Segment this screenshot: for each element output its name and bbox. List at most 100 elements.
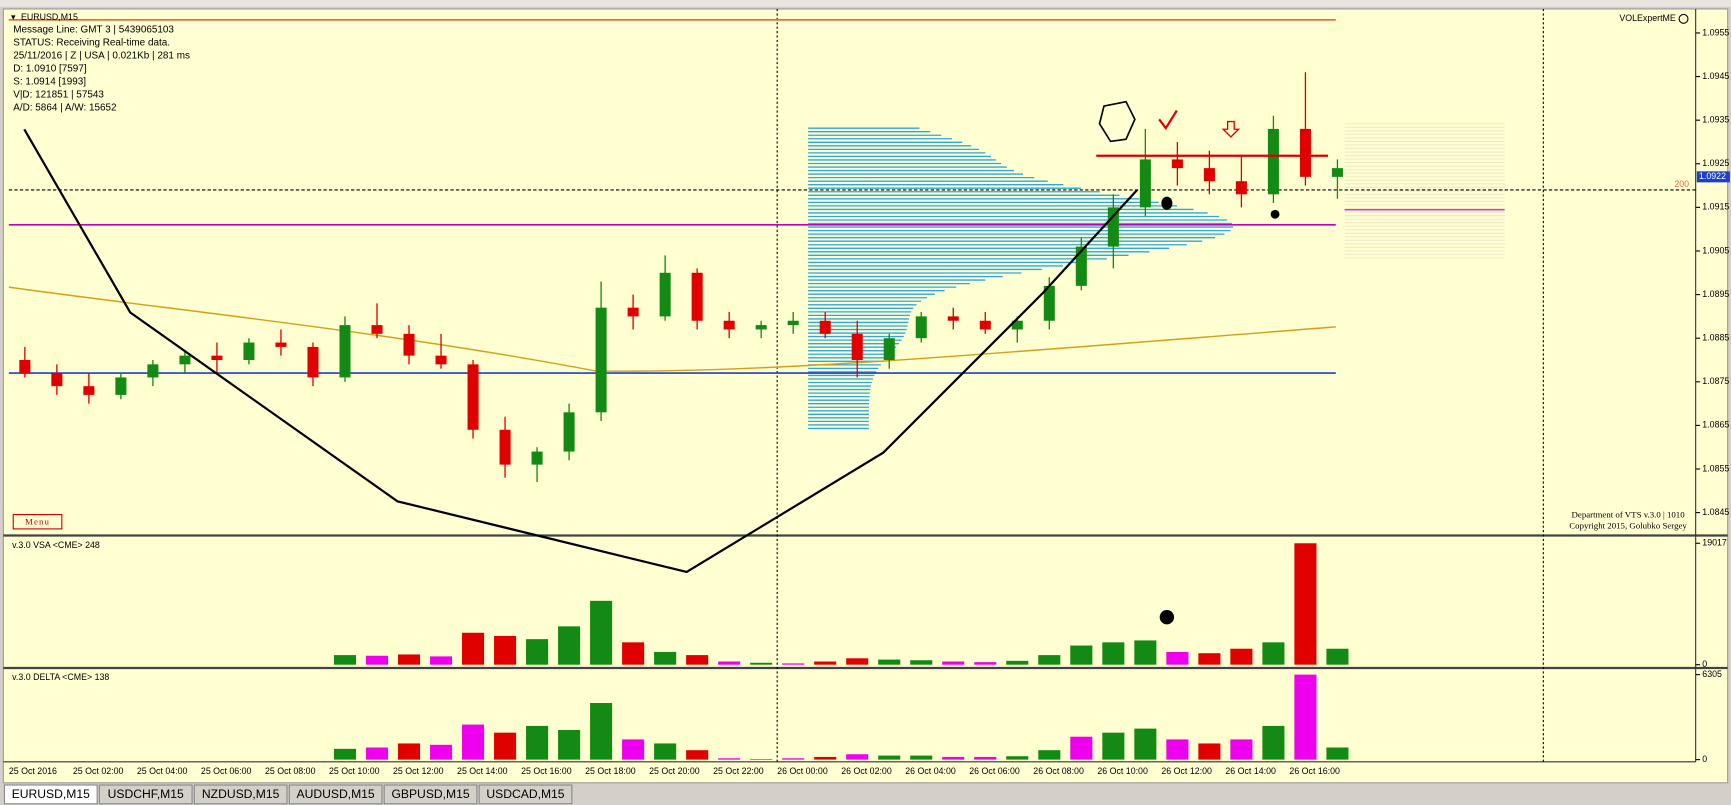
volume-bar	[814, 661, 837, 665]
volume-bar	[365, 747, 389, 760]
volume-bar	[1166, 739, 1189, 760]
tab-label[interactable]: AUDUSD,M15	[297, 787, 375, 801]
volume-bar	[718, 661, 741, 665]
x-tick-label: 26 Oct 04:00	[905, 766, 956, 776]
volume-bar	[590, 703, 613, 760]
volume-bar	[750, 758, 773, 760]
volume-bar	[1262, 725, 1285, 760]
current-price-label: 1.0922	[1699, 171, 1726, 181]
x-tick-label: 25 Oct 14:00	[457, 766, 508, 776]
volume-bar	[1326, 648, 1349, 665]
candle-body	[1267, 128, 1279, 195]
candle-body	[563, 412, 575, 452]
volume-bar	[1134, 640, 1157, 665]
x-tick-label: 26 Oct 08:00	[1033, 766, 1084, 776]
candle-body	[115, 377, 127, 395]
tab[interactable]	[98, 784, 193, 805]
candle-body	[787, 320, 799, 326]
volume-bar	[846, 754, 869, 760]
y-tick-label: 1.0875	[1702, 376, 1729, 386]
x-tick-label: 26 Oct 00:00	[777, 766, 828, 776]
candle-body	[1139, 159, 1151, 208]
volume-bar	[1198, 653, 1221, 665]
volume-bar	[558, 729, 581, 760]
x-tick-label: 25 Oct 04:00	[137, 766, 188, 776]
candle-body	[915, 316, 927, 339]
x-tick-label: 26 Oct 10:00	[1097, 766, 1148, 776]
credit-line: Department of VTS v.3.0 | 1010	[1572, 510, 1686, 520]
x-tick-label: 25 Oct 2016	[9, 766, 57, 776]
y-tick-label: 6305	[1702, 669, 1722, 679]
y-tick-label: 1.0865	[1702, 420, 1729, 430]
info-line: V|D: 121851 | 57543	[13, 90, 104, 101]
volume-bar	[1166, 651, 1189, 665]
tab-label[interactable]: USDCAD,M15	[486, 787, 564, 801]
indicator-name: VOLExpertME	[1619, 13, 1676, 23]
toolbar	[0, 0, 1731, 7]
y-tick-label: 1.0915	[1702, 202, 1729, 212]
volume-bar	[654, 743, 677, 760]
volume-bar	[1038, 750, 1061, 760]
plot-marks	[8, 19, 1696, 760]
y-tick-label: 1.0845	[1702, 507, 1729, 517]
volume-profile	[808, 123, 1505, 430]
x-tick-label: 25 Oct 22:00	[713, 766, 764, 776]
candle-body	[83, 386, 95, 395]
volume-bar	[558, 626, 581, 665]
candle-body	[435, 355, 447, 365]
tab-label[interactable]: GBPUSD,M15	[391, 787, 469, 801]
chart-title: EURUSD,M15	[21, 12, 78, 22]
candle-body	[211, 355, 223, 360]
x-tick-label: 25 Oct 08:00	[265, 766, 316, 776]
volume-bar	[1006, 660, 1029, 665]
dot-marker	[1161, 196, 1173, 210]
tab[interactable]	[478, 784, 573, 805]
volume-bar	[846, 658, 869, 665]
candle-body	[371, 325, 383, 334]
volume-bar	[974, 662, 997, 665]
menu-button[interactable]: Menu	[12, 513, 63, 530]
credit-line: Copyright 2015, Golubko Sergey	[1569, 521, 1687, 531]
volume-bar	[1134, 728, 1157, 760]
volume-bar	[429, 656, 453, 665]
volume-bar	[910, 755, 933, 760]
candle-body	[531, 451, 543, 465]
price-tag	[1696, 171, 1730, 183]
tab[interactable]	[3, 784, 98, 805]
tab[interactable]	[288, 784, 383, 805]
y-tick-label: 19017	[1702, 538, 1727, 548]
y-tick-label: 1.0945	[1702, 71, 1729, 81]
volume-bar	[942, 756, 965, 760]
candle-body	[243, 342, 255, 360]
tab[interactable]	[193, 784, 288, 805]
volume-bar	[1326, 747, 1349, 760]
volume-bar	[750, 662, 773, 665]
check-mark	[1158, 109, 1178, 131]
y-tick-label: 1.0905	[1702, 245, 1729, 255]
symbol-menu: ▾	[11, 12, 16, 22]
volume-bar	[429, 744, 453, 760]
volume-bar	[494, 732, 517, 760]
menu-button-frame[interactable]	[12, 513, 63, 530]
panel-title: v.3.0 DELTA <CME> 138	[12, 672, 109, 682]
tab-label[interactable]: USDCHF,M15	[108, 787, 184, 801]
volume-bar	[333, 748, 357, 760]
y-tick-label: 0	[1702, 659, 1707, 669]
menu-button-label[interactable]: Menu	[25, 516, 50, 526]
tab-label[interactable]: EURUSD,M15	[12, 787, 90, 801]
candle-body	[339, 325, 351, 378]
volume-bar	[782, 758, 805, 760]
x-tick-label: 26 Oct 02:00	[841, 766, 892, 776]
volume-bar	[526, 725, 549, 760]
info-line: S: 1.0914 [1993]	[13, 77, 86, 88]
tab-label[interactable]: NZDUSD,M15	[202, 787, 280, 801]
tab[interactable]	[383, 784, 478, 805]
volume-bar	[782, 663, 805, 665]
x-tick-label: 25 Oct 18:00	[585, 766, 636, 776]
candle-body	[627, 307, 639, 317]
x-tick-label: 26 Oct 12:00	[1161, 766, 1212, 776]
volume-bar	[1102, 732, 1125, 760]
candle-body	[1235, 181, 1247, 195]
info-line: 25/11/2016 | Z | USA | 0.021Kb | 281 ms	[13, 51, 190, 62]
candle-body	[979, 320, 991, 330]
